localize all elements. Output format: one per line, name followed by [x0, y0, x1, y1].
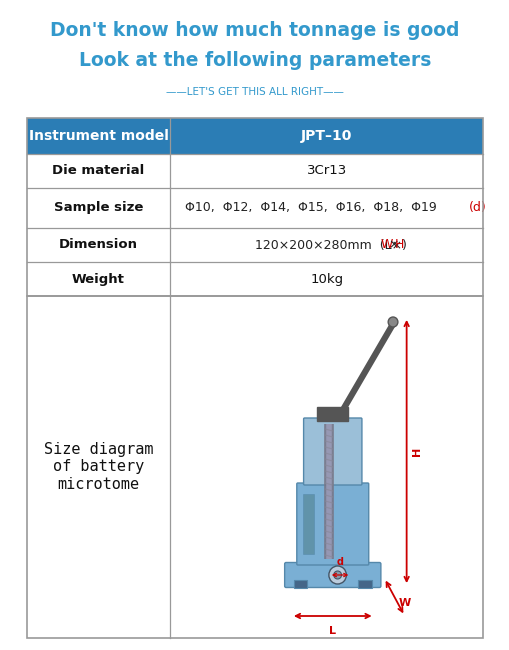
Text: Dimension: Dimension: [59, 239, 138, 252]
Circle shape: [387, 317, 397, 327]
Text: Don't know how much tonnage is good: Don't know how much tonnage is good: [50, 21, 459, 40]
Text: 3Cr13: 3Cr13: [306, 164, 347, 177]
Bar: [26, 118, 483, 154]
Bar: [26, 228, 483, 262]
Text: H: H: [394, 239, 404, 252]
Text: Size diagram
of battery
microtome: Size diagram of battery microtome: [44, 442, 153, 492]
Text: W: W: [398, 598, 410, 608]
Text: L: L: [329, 626, 335, 636]
Text: W: W: [380, 239, 392, 252]
FancyBboxPatch shape: [284, 562, 380, 588]
Text: JPT–10: JPT–10: [301, 129, 352, 143]
Bar: [26, 118, 483, 296]
Text: (d): (d): [468, 202, 486, 214]
FancyBboxPatch shape: [303, 418, 361, 485]
Circle shape: [328, 566, 346, 584]
Text: Die material: Die material: [52, 164, 145, 177]
Bar: [26, 154, 483, 188]
FancyBboxPatch shape: [296, 483, 368, 565]
Bar: [26, 262, 483, 296]
Bar: [293, 580, 307, 588]
Text: Sample size: Sample size: [54, 202, 143, 214]
Text: Instrument model: Instrument model: [29, 129, 168, 143]
Text: ): ): [401, 239, 406, 252]
Text: 10kg: 10kg: [310, 272, 343, 285]
Text: Φ10,  Φ12,  Φ14,  Φ15,  Φ16,  Φ18,  Φ19: Φ10, Φ12, Φ14, Φ15, Φ16, Φ18, Φ19: [185, 202, 440, 214]
Bar: [26, 296, 483, 638]
Text: ——LET'S GET THIS ALL RIGHT——: ——LET'S GET THIS ALL RIGHT——: [166, 87, 343, 97]
Text: 120×200×280mm  (L×: 120×200×280mm (L×: [254, 239, 401, 252]
Text: Weight: Weight: [72, 272, 125, 285]
Bar: [357, 580, 371, 588]
Text: Look at the following parameters: Look at the following parameters: [79, 51, 430, 70]
Text: H: H: [411, 447, 420, 456]
Bar: [26, 188, 483, 228]
Bar: [302, 494, 314, 554]
Circle shape: [333, 571, 341, 579]
Text: d: d: [336, 557, 343, 567]
Text: ×: ×: [387, 239, 398, 252]
Bar: [317, 407, 348, 421]
